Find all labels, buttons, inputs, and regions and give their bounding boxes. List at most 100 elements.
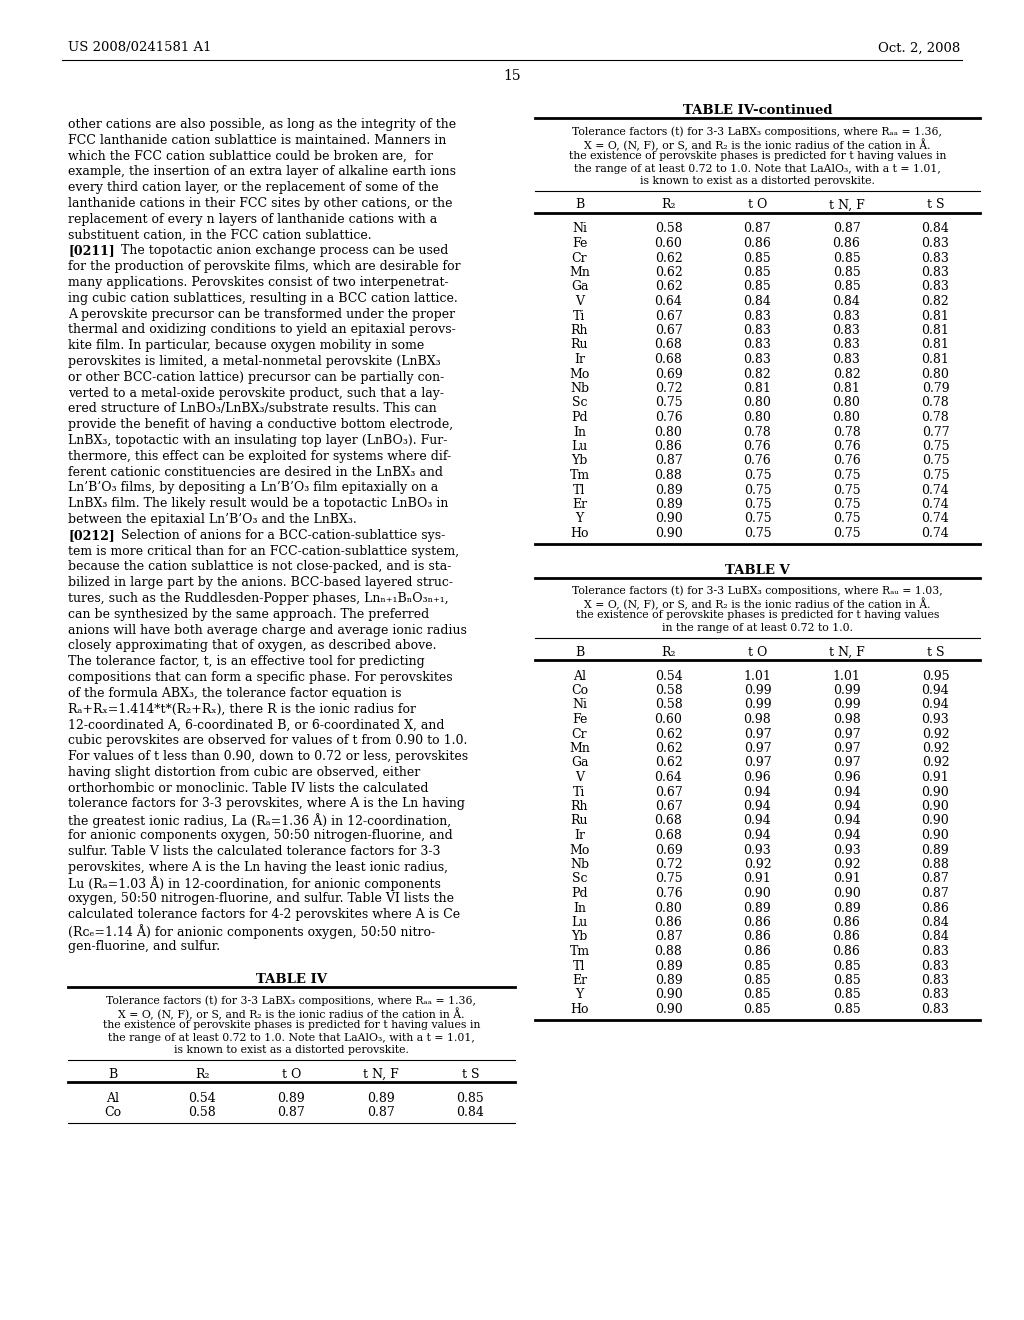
- Text: A perovskite precursor can be transformed under the proper: A perovskite precursor can be transforme…: [68, 308, 455, 321]
- Text: 0.85: 0.85: [833, 1003, 860, 1016]
- Text: ered structure of LnBO₃/LnBX₃/substrate results. This can: ered structure of LnBO₃/LnBX₃/substrate …: [68, 403, 437, 416]
- Text: 0.86: 0.86: [743, 945, 771, 958]
- Text: is known to exist as a distorted perovskite.: is known to exist as a distorted perovsk…: [174, 1045, 409, 1056]
- Text: 0.89: 0.89: [367, 1092, 395, 1105]
- Text: The tolerance factor, t, is an effective tool for predicting: The tolerance factor, t, is an effective…: [68, 655, 425, 668]
- Text: Lu: Lu: [571, 440, 588, 453]
- Text: [0212]: [0212]: [68, 529, 115, 541]
- Text: 0.83: 0.83: [922, 238, 949, 249]
- Text: 0.75: 0.75: [833, 498, 860, 511]
- Text: having slight distortion from cubic are observed, either: having slight distortion from cubic are …: [68, 766, 420, 779]
- Text: TABLE IV: TABLE IV: [256, 973, 327, 986]
- Text: 0.75: 0.75: [833, 483, 860, 496]
- Text: Ru: Ru: [570, 338, 588, 351]
- Text: Sc: Sc: [571, 396, 587, 409]
- Text: the existence of perovskite phases is predicted for t having values: the existence of perovskite phases is pr…: [575, 610, 939, 620]
- Text: 0.80: 0.80: [743, 411, 771, 424]
- Text: Mo: Mo: [569, 367, 590, 380]
- Text: Mn: Mn: [569, 267, 590, 279]
- Text: Rh: Rh: [570, 800, 588, 813]
- Text: 0.62: 0.62: [654, 267, 682, 279]
- Text: t S: t S: [927, 198, 944, 211]
- Text: 0.72: 0.72: [654, 381, 682, 395]
- Text: for the production of perovskite films, which are desirable for: for the production of perovskite films, …: [68, 260, 461, 273]
- Text: 0.80: 0.80: [833, 396, 860, 409]
- Text: 0.94: 0.94: [833, 800, 860, 813]
- Text: closely approximating that of oxygen, as described above.: closely approximating that of oxygen, as…: [68, 639, 436, 652]
- Text: Ti: Ti: [573, 785, 586, 799]
- Text: For values of t less than 0.90, down to 0.72 or less, perovskites: For values of t less than 0.90, down to …: [68, 750, 468, 763]
- Text: which the FCC cation sublattice could be broken are,  for: which the FCC cation sublattice could be…: [68, 149, 433, 162]
- Text: because the cation sublattice is not close-packed, and is sta-: because the cation sublattice is not clo…: [68, 561, 452, 573]
- Text: kite film. In particular, because oxygen mobility in some: kite film. In particular, because oxygen…: [68, 339, 424, 352]
- Text: 0.99: 0.99: [833, 698, 860, 711]
- Text: every third cation layer, or the replacement of some of the: every third cation layer, or the replace…: [68, 181, 438, 194]
- Text: gen-fluorine, and sulfur.: gen-fluorine, and sulfur.: [68, 940, 220, 953]
- Text: 0.78: 0.78: [833, 425, 860, 438]
- Text: 0.81: 0.81: [833, 381, 860, 395]
- Text: lanthanide cations in their FCC sites by other cations, or the: lanthanide cations in their FCC sites by…: [68, 197, 453, 210]
- Text: Ln’B’O₃ films, by depositing a Ln’B’O₃ film epitaxially on a: Ln’B’O₃ films, by depositing a Ln’B’O₃ f…: [68, 482, 438, 495]
- Text: 0.86: 0.86: [654, 440, 682, 453]
- Text: 0.87: 0.87: [922, 873, 949, 886]
- Text: 0.68: 0.68: [654, 829, 682, 842]
- Text: 0.76: 0.76: [743, 454, 771, 467]
- Text: 0.72: 0.72: [654, 858, 682, 871]
- Text: 0.87: 0.87: [833, 223, 860, 235]
- Text: 0.75: 0.75: [922, 440, 949, 453]
- Text: 0.97: 0.97: [833, 742, 860, 755]
- Text: 0.83: 0.83: [833, 323, 860, 337]
- Text: t N, F: t N, F: [364, 1068, 398, 1081]
- Text: Oct. 2, 2008: Oct. 2, 2008: [878, 41, 961, 54]
- Text: 0.94: 0.94: [922, 684, 949, 697]
- Text: 0.83: 0.83: [922, 252, 949, 264]
- Text: many applications. Perovskites consist of two interpenetrat-: many applications. Perovskites consist o…: [68, 276, 449, 289]
- Text: tures, such as the Ruddlesden-Popper phases, Lnₙ₊₁BₙO₃ₙ₊₁,: tures, such as the Ruddlesden-Popper pha…: [68, 591, 449, 605]
- Text: 0.92: 0.92: [922, 742, 949, 755]
- Text: B: B: [574, 645, 584, 659]
- Text: 0.86: 0.86: [833, 238, 860, 249]
- Text: 0.92: 0.92: [922, 727, 949, 741]
- Text: 0.94: 0.94: [743, 829, 771, 842]
- Text: 0.90: 0.90: [654, 1003, 682, 1016]
- Text: 0.87: 0.87: [278, 1106, 305, 1119]
- Text: 0.75: 0.75: [743, 527, 771, 540]
- Text: 0.75: 0.75: [743, 498, 771, 511]
- Text: 0.86: 0.86: [654, 916, 682, 929]
- Text: 0.75: 0.75: [833, 469, 860, 482]
- Text: Tolerance factors (t) for 3-3 LaBX₃ compositions, where Rₐₐ = 1.36,: Tolerance factors (t) for 3-3 LaBX₃ comp…: [572, 125, 942, 136]
- Text: 12-coordinated A, 6-coordinated B, or 6-coordinated X, and: 12-coordinated A, 6-coordinated B, or 6-…: [68, 718, 444, 731]
- Text: 0.96: 0.96: [833, 771, 860, 784]
- Text: the greatest ionic radius, La (Rₐ=1.36 Å) in 12-coordination,: the greatest ionic radius, La (Rₐ=1.36 Å…: [68, 813, 452, 828]
- Text: 0.83: 0.83: [743, 309, 771, 322]
- Text: 0.90: 0.90: [833, 887, 860, 900]
- Text: 0.89: 0.89: [922, 843, 949, 857]
- Text: 0.60: 0.60: [654, 713, 682, 726]
- Text: tolerance factors for 3-3 perovskites, where A is the Ln having: tolerance factors for 3-3 perovskites, w…: [68, 797, 465, 810]
- Text: 0.83: 0.83: [743, 352, 771, 366]
- Text: 0.85: 0.85: [457, 1092, 484, 1105]
- Text: 0.89: 0.89: [743, 902, 771, 915]
- Text: 0.97: 0.97: [833, 756, 860, 770]
- Text: [0211]: [0211]: [68, 244, 115, 257]
- Text: 0.85: 0.85: [743, 252, 771, 264]
- Text: t S: t S: [927, 645, 944, 659]
- Text: 0.86: 0.86: [922, 902, 949, 915]
- Text: R₂: R₂: [662, 645, 676, 659]
- Text: 0.84: 0.84: [922, 916, 949, 929]
- Text: anions will have both average charge and average ionic radius: anions will have both average charge and…: [68, 623, 467, 636]
- Text: Rh: Rh: [570, 323, 588, 337]
- Text: Tolerance factors (t) for 3-3 LaBX₃ compositions, where Rₐₐ = 1.36,: Tolerance factors (t) for 3-3 LaBX₃ comp…: [106, 995, 476, 1006]
- Text: V: V: [575, 294, 584, 308]
- Text: Yb: Yb: [571, 454, 588, 467]
- Text: 0.86: 0.86: [743, 931, 771, 944]
- Text: Tolerance factors (t) for 3-3 LuBX₃ compositions, where Rₐᵤ = 1.03,: Tolerance factors (t) for 3-3 LuBX₃ comp…: [572, 586, 943, 597]
- Text: 0.80: 0.80: [922, 367, 949, 380]
- Text: 0.58: 0.58: [654, 698, 682, 711]
- Text: Ho: Ho: [570, 527, 589, 540]
- Text: substituent cation, in the FCC cation sublattice.: substituent cation, in the FCC cation su…: [68, 228, 372, 242]
- Text: 0.74: 0.74: [922, 483, 949, 496]
- Text: ferent cationic constituencies are desired in the LnBX₃ and: ferent cationic constituencies are desir…: [68, 466, 443, 479]
- Text: Tl: Tl: [573, 483, 586, 496]
- Text: 0.84: 0.84: [743, 294, 771, 308]
